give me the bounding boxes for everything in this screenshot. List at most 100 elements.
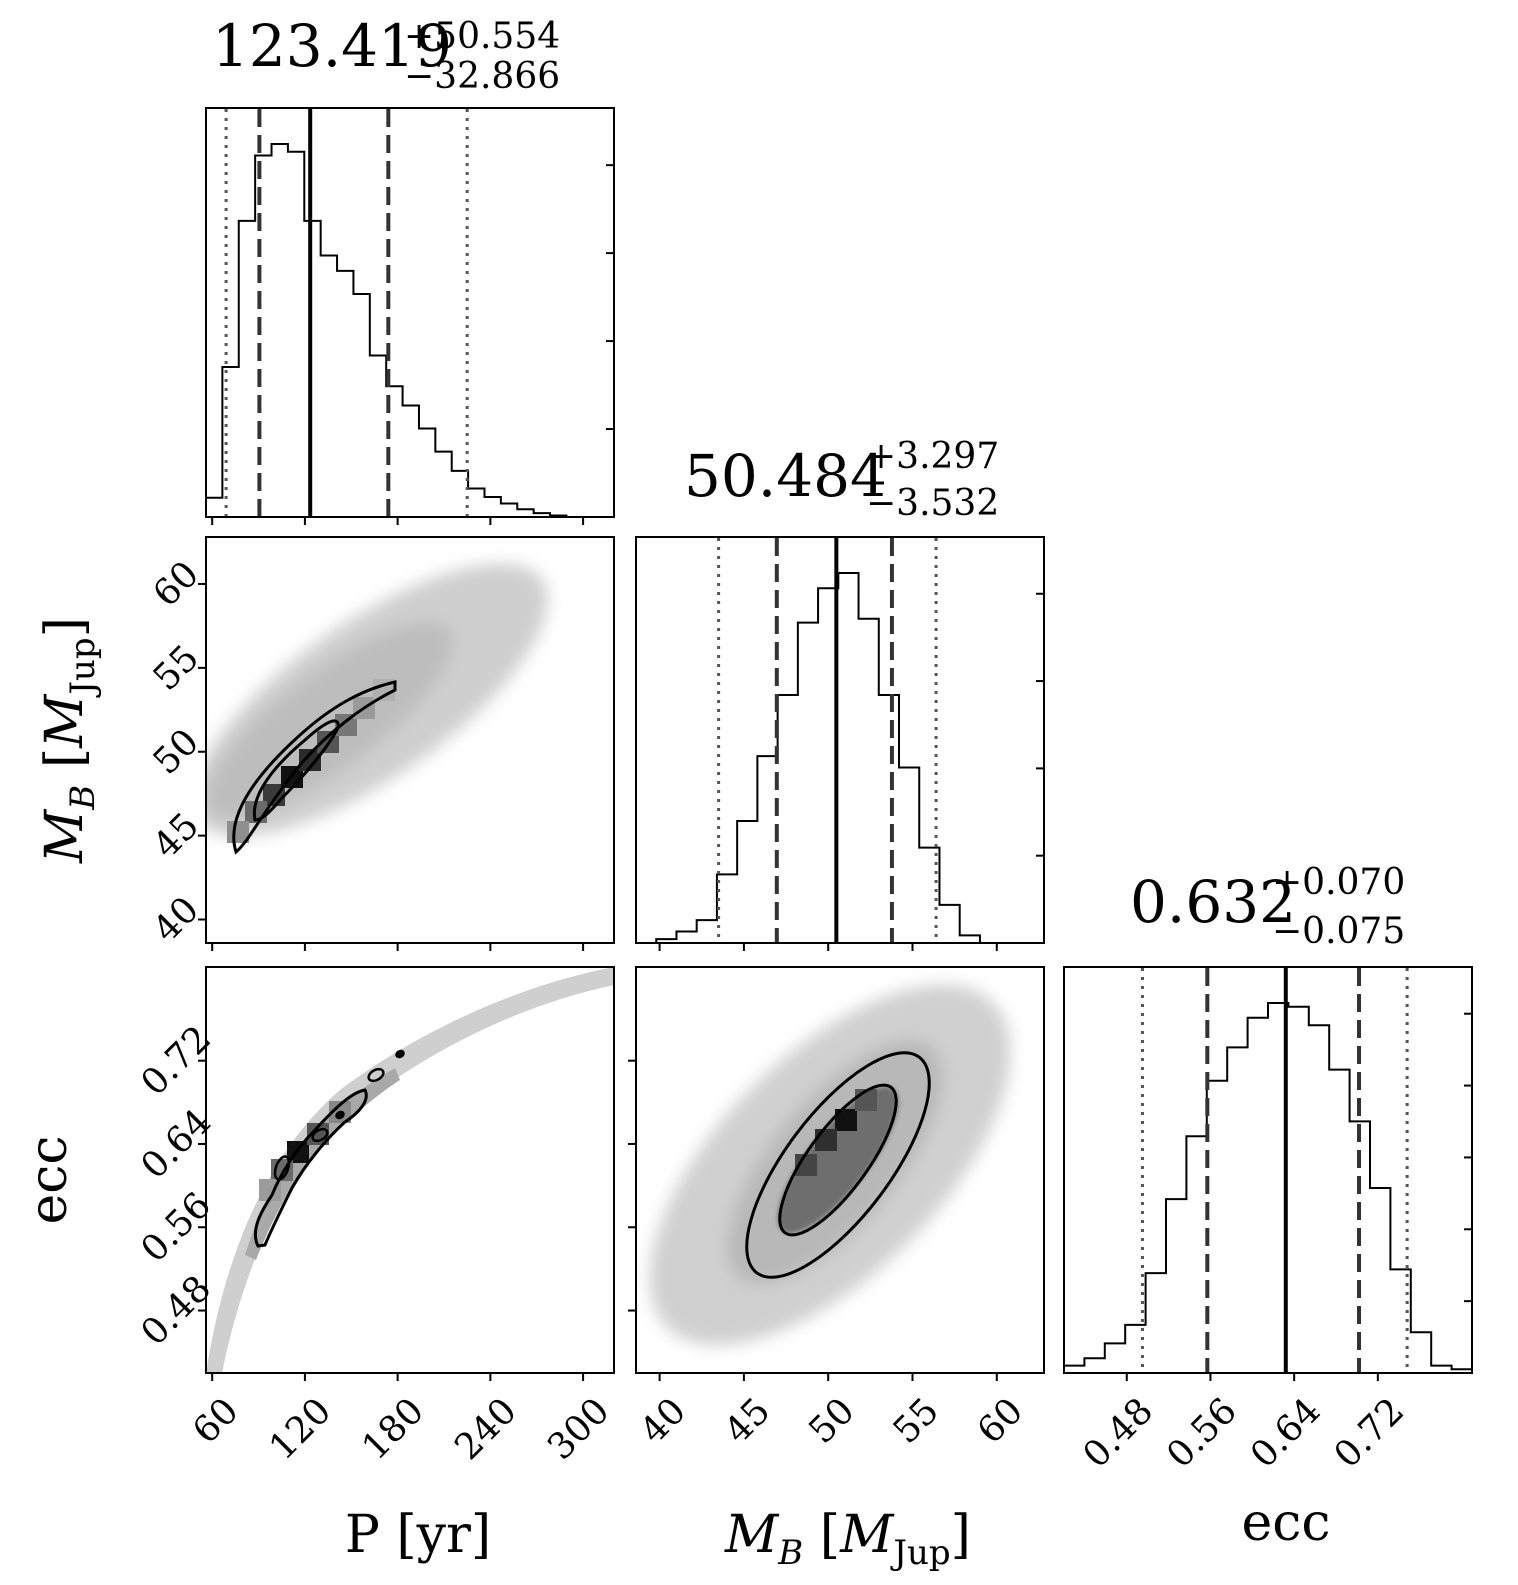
contour-1sigma-P-ecc-c (367, 1067, 385, 1083)
hist-bar-M_B-4 (737, 821, 757, 943)
hist-bar-P-16 (468, 489, 484, 517)
contour-1sigma-P-ecc-a (273, 1155, 291, 1181)
title-ecc: 0.632 (1130, 868, 1296, 936)
hist-bar-P-9 (353, 294, 369, 517)
frame-scatter-MB-ecc (635, 966, 1045, 1374)
hist-bar-P-10 (370, 355, 386, 517)
hist-bar-P-15 (452, 471, 468, 517)
hist-bar-P-7 (321, 256, 337, 517)
hist-bar-P-13 (419, 429, 435, 517)
hist-bar-M_B-9 (838, 573, 858, 943)
title-MB-minus: −3.532 (866, 483, 999, 524)
density-core-P-MB (206, 621, 454, 819)
frame-scatter-P-ecc (205, 966, 615, 1374)
density-peak-MB-ecc (777, 1086, 899, 1234)
hist-bar-P-8 (337, 271, 353, 517)
title-P: 123.419 (212, 12, 452, 80)
hist-bar-M_B-1 (676, 932, 696, 943)
contour-1sigma-MB-ecc (778, 1083, 898, 1237)
xlabel-P: P [yr] (345, 1505, 491, 1565)
x-tick-label-P-1: 120 (262, 1390, 340, 1468)
hist-bar-ecc-6 (1186, 1136, 1206, 1373)
hist-bar-ecc-15 (1370, 1188, 1390, 1373)
hist-bar-M_B-10 (859, 619, 879, 943)
frame-scatter-P-MB (205, 536, 615, 944)
hist-bar-M_B-6 (778, 695, 798, 943)
contour-2sigma-MB-ecc (745, 1051, 931, 1279)
ylabel-ecc: ecc (19, 1135, 79, 1224)
density-band-P-ecc (206, 967, 614, 1373)
contour-1sigma-P-ecc-e (335, 1110, 345, 1120)
y-tick-label-M_B-2: 50 (146, 721, 207, 782)
contour-1sigma-P-ecc-b (311, 1127, 329, 1143)
density-bin-MB-ecc-0 (835, 1109, 857, 1131)
hist-bar-P-4 (272, 144, 288, 517)
hist-bar-ecc-5 (1166, 1199, 1186, 1373)
x-tick-label-ecc-1: 0.56 (1159, 1390, 1245, 1476)
hist-bar-ecc-12 (1309, 1025, 1329, 1373)
hist-outline-ecc (1063, 1002, 1473, 1373)
hist-bar-P-14 (435, 452, 451, 517)
hist-bar-P-2 (239, 221, 255, 517)
frame-hist-P (205, 107, 615, 518)
hist-outline-M_B (655, 572, 981, 943)
scatter-panel-P-vs-MB: 40 45 50 55 60 (146, 536, 615, 951)
title-MB-plus: +3.297 (866, 436, 999, 477)
xlabel-ecc: ecc (1241, 1493, 1330, 1553)
hist-bar-ecc-9 (1248, 1018, 1268, 1373)
contour-1sigma-P-MB (252, 719, 340, 822)
hist-bar-ecc-13 (1329, 1070, 1349, 1373)
hist-bar-ecc-17 (1411, 1332, 1431, 1373)
histogram-panel-ecc: 0.480.560.640.72 (1063, 966, 1473, 1476)
contour-1sigma-P-ecc-d (395, 1049, 405, 1059)
x-tick-label-M_B-4: 60 (970, 1390, 1031, 1451)
scatter-panel-MB-vs-ecc: 40 45 50 55 60 (628, 966, 1045, 1452)
contour-2sigma-P-ecc (253, 1088, 368, 1248)
x-tick-label-P-4: 300 (540, 1390, 618, 1468)
y-tick-label-M_B-3: 55 (146, 638, 207, 699)
contour-2sigma-P-MB (232, 680, 397, 855)
hist-bar-P-17 (484, 497, 500, 517)
density-bin-P-MB-5 (335, 714, 357, 736)
hist-bar-ecc-8 (1227, 1047, 1247, 1373)
ylabel-MB: MB [MJup] (35, 617, 103, 864)
x-tick-label-M_B-3: 55 (886, 1390, 947, 1451)
hist-bar-ecc-18 (1431, 1366, 1451, 1373)
hist-bar-M_B-2 (697, 920, 717, 943)
x-tick-label-M_B-2: 50 (801, 1390, 862, 1451)
hist-bar-ecc-7 (1207, 1081, 1227, 1373)
hist-bar-ecc-0 (1064, 1366, 1084, 1373)
hist-bar-P-0 (206, 498, 222, 517)
x-tick-label-ecc-2: 0.64 (1243, 1390, 1329, 1476)
x-tick-label-ecc-0: 0.48 (1076, 1390, 1162, 1476)
x-tick-label-P-0: 60 (185, 1390, 246, 1451)
density-bin-MB-ecc-1 (815, 1129, 837, 1151)
y-tick-label-M_B-4: 60 (146, 554, 207, 615)
hist-bar-M_B-14 (939, 905, 959, 943)
hist-bar-P-18 (501, 504, 517, 517)
hist-bar-ecc-2 (1105, 1343, 1125, 1373)
hist-bar-P-12 (403, 405, 419, 517)
hist-bar-M_B-11 (879, 695, 899, 943)
y-tick-label-M_B-1: 45 (146, 805, 207, 866)
x-tick-label-M_B-1: 45 (717, 1390, 778, 1451)
x-tick-label-ecc-3: 0.72 (1327, 1390, 1413, 1476)
hist-bar-ecc-4 (1146, 1273, 1166, 1373)
hist-outline-P (205, 143, 568, 517)
title-MB: 50.484 (684, 442, 887, 510)
title-P-minus: −32.866 (404, 56, 560, 97)
hist-bar-M_B-13 (919, 848, 939, 943)
frame-hist-ecc (1063, 966, 1473, 1374)
title-ecc-minus: −0.075 (1272, 911, 1405, 952)
xlabel-MB: MB [MJup] (724, 1505, 971, 1573)
histogram-panel-P (205, 107, 615, 525)
hist-bar-ecc-1 (1084, 1358, 1104, 1373)
density-bin-P-MB-2 (299, 749, 321, 771)
hist-bar-M_B-5 (757, 756, 777, 943)
hist-bar-P-19 (517, 509, 533, 517)
x-tick-label-P-3: 240 (447, 1390, 525, 1468)
hist-bar-M_B-7 (798, 623, 818, 943)
density-core-P-ecc (245, 1068, 400, 1260)
